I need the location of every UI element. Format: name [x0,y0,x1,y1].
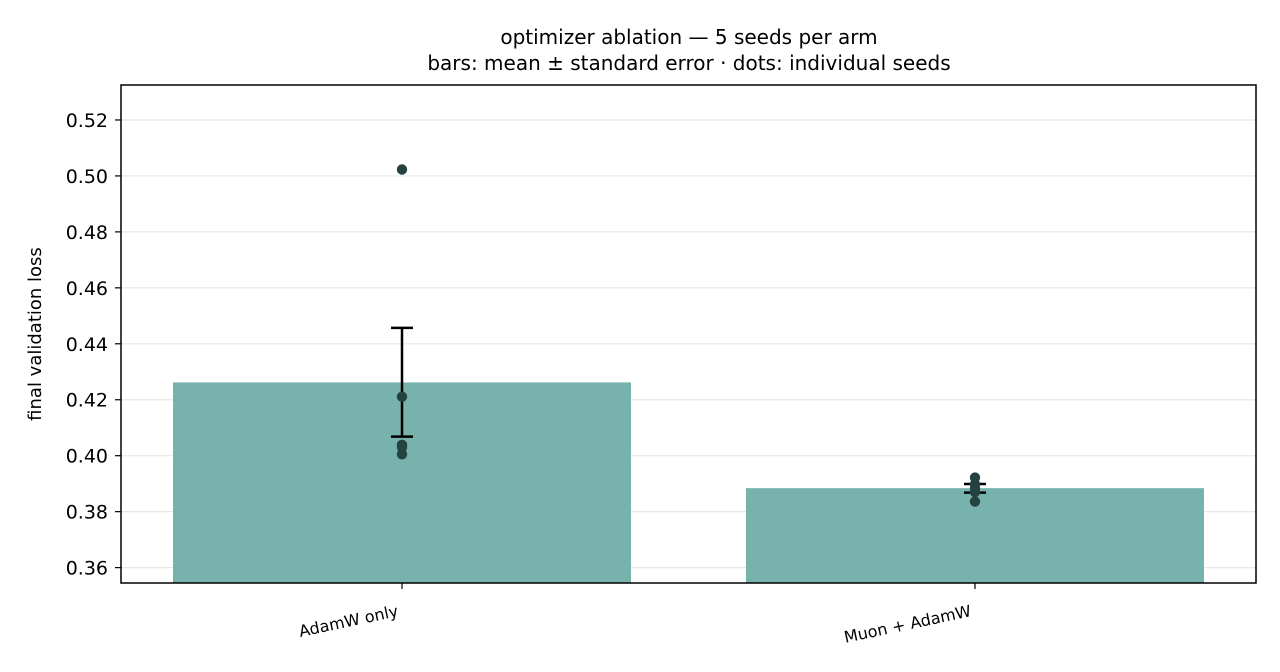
y-tick-label: 0.46 [66,278,108,300]
y-tick-label: 0.42 [66,390,108,412]
x-tick-label: Muon + AdamW [842,601,973,647]
y-tick-label: 0.36 [66,558,108,580]
y-tick-label: 0.38 [66,502,108,524]
chart-subtitle: bars: mean ± standard error · dots: indi… [427,51,950,75]
seed-dots [396,164,981,507]
seed-dot [396,391,408,402]
seed-dot [969,496,981,507]
y-tick-label: 0.52 [66,110,108,132]
y-axis-label: final validation loss [25,247,46,421]
seed-dot [396,449,408,460]
x-tick-label: AdamW only [297,601,400,641]
plot-frame [120,84,1257,584]
y-tick-label: 0.50 [66,166,108,188]
y-axis-ticks: 0.36 0.38 0.40 0.42 0.44 0.46 0.48 0.50 0.52 [66,110,121,580]
seed-dot [396,164,408,175]
y-tick-label: 0.44 [66,334,108,356]
x-axis-ticks: AdamW only Muon + AdamW [297,583,976,647]
chart-title: optimizer ablation — 5 seeds per arm [500,25,877,49]
bars [173,382,1204,583]
y-tick-label: 0.40 [66,446,108,468]
seed-dot [969,486,981,498]
y-tick-label: 0.48 [66,222,108,244]
